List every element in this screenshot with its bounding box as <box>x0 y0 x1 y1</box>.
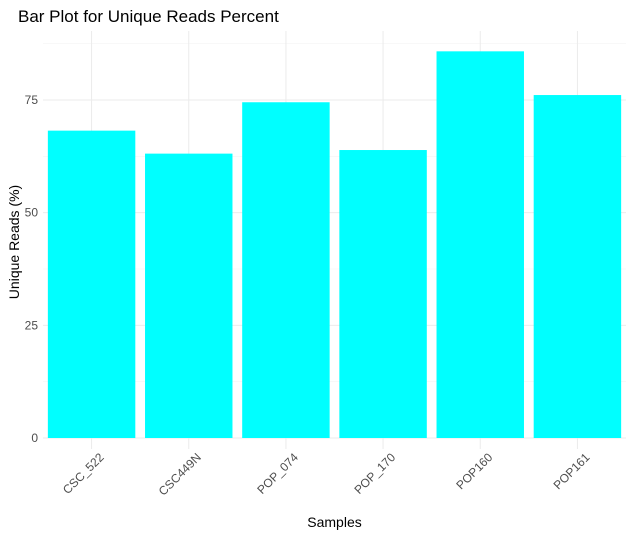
bar-POP161 <box>533 95 622 438</box>
y-tick-label: 25 <box>25 318 39 332</box>
y-tick-label: 50 <box>25 206 39 220</box>
x-axis-ticks: CSC_522 CSC449N POP_074 POP_170 POP160 POP161 <box>60 450 593 498</box>
y-tick-label: 0 <box>31 431 38 445</box>
bars <box>47 51 622 439</box>
x-tick-label: CSC_522 <box>60 450 107 497</box>
y-axis-ticks: 0 25 50 75 <box>25 93 39 445</box>
x-tick-label: POP_170 <box>352 450 399 497</box>
bar-CSC_522 <box>47 130 136 439</box>
chart-title: Bar Plot for Unique Reads Percent <box>18 7 279 26</box>
bar-POP_074 <box>242 102 330 439</box>
y-axis-label: Unique Reads (%) <box>6 185 22 299</box>
x-tick-label: POP_074 <box>254 450 301 497</box>
bar-POP160 <box>436 51 524 438</box>
x-tick-label: POP161 <box>551 450 593 492</box>
bar-CSC449N <box>145 153 233 438</box>
x-tick-label: CSC449N <box>156 450 204 498</box>
x-axis-label: Samples <box>307 514 361 530</box>
y-tick-label: 75 <box>25 93 39 107</box>
bar-POP_170 <box>339 150 427 439</box>
x-tick-label: POP160 <box>453 450 495 492</box>
